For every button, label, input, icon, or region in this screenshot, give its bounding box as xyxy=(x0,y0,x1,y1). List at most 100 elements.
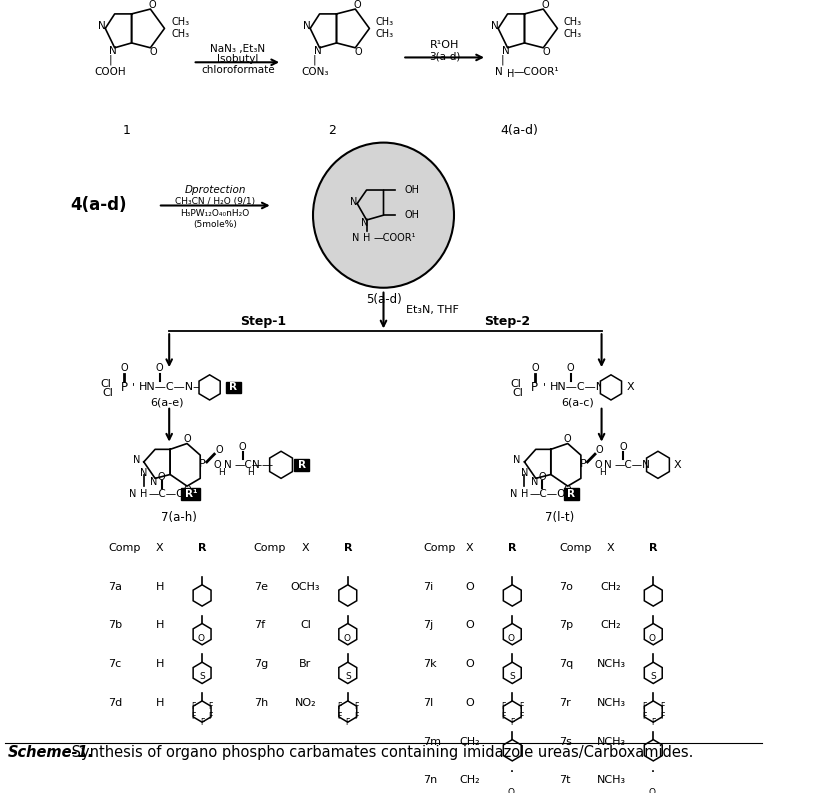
Text: O: O xyxy=(541,0,549,10)
Polygon shape xyxy=(645,740,663,761)
Polygon shape xyxy=(339,584,357,606)
Text: N: N xyxy=(513,455,521,465)
Text: 7p: 7p xyxy=(559,620,574,630)
Text: O: O xyxy=(157,473,166,482)
Text: S: S xyxy=(345,672,351,681)
Text: 7j: 7j xyxy=(423,620,433,630)
Text: 7(l-t): 7(l-t) xyxy=(544,511,574,523)
Text: O: O xyxy=(239,442,246,452)
Text: H: H xyxy=(246,468,254,477)
Text: X: X xyxy=(674,460,681,469)
Text: ': ' xyxy=(543,382,546,393)
Polygon shape xyxy=(339,701,357,722)
Text: H: H xyxy=(156,620,164,630)
Circle shape xyxy=(313,143,454,288)
Text: —COOR¹: —COOR¹ xyxy=(513,67,559,77)
Text: F: F xyxy=(510,718,514,727)
Text: F: F xyxy=(191,702,196,711)
Text: F: F xyxy=(337,702,341,711)
Text: O: O xyxy=(184,434,191,444)
Text: —C—N: —C—N xyxy=(614,460,650,469)
Text: |: | xyxy=(313,54,317,65)
Text: CH₃: CH₃ xyxy=(171,17,189,27)
FancyBboxPatch shape xyxy=(564,488,579,500)
Text: X: X xyxy=(156,543,163,553)
Text: O: O xyxy=(649,634,656,642)
Polygon shape xyxy=(646,451,669,478)
Polygon shape xyxy=(193,701,211,722)
Text: P: P xyxy=(199,459,206,469)
Text: NCH₃: NCH₃ xyxy=(596,776,626,785)
Text: —COOR¹: —COOR¹ xyxy=(373,233,415,243)
Text: N: N xyxy=(129,488,136,499)
Text: N: N xyxy=(510,488,517,499)
Text: 7t: 7t xyxy=(559,776,570,785)
Text: N: N xyxy=(521,468,528,477)
Text: 4(a-d): 4(a-d) xyxy=(501,124,539,136)
Text: 6(a-c): 6(a-c) xyxy=(561,398,594,408)
Text: R: R xyxy=(508,543,517,553)
Text: F: F xyxy=(354,702,359,711)
Text: H: H xyxy=(156,698,164,708)
Polygon shape xyxy=(503,740,521,761)
Text: 7r: 7r xyxy=(559,698,571,708)
Text: Comp: Comp xyxy=(423,543,455,553)
Text: 7g: 7g xyxy=(254,659,268,669)
Text: N: N xyxy=(314,46,322,56)
Text: O: O xyxy=(594,460,601,469)
Text: 2: 2 xyxy=(328,124,335,136)
Text: COOH: COOH xyxy=(94,67,126,77)
Text: H: H xyxy=(363,233,370,243)
Text: N: N xyxy=(490,21,499,32)
Text: F: F xyxy=(209,702,213,711)
Text: F: F xyxy=(354,712,359,722)
Text: X: X xyxy=(466,543,474,553)
Text: 6(a-e): 6(a-e) xyxy=(151,398,184,408)
Text: —C—O—: —C—O— xyxy=(149,488,195,499)
Text: F: F xyxy=(337,712,341,722)
Text: R: R xyxy=(649,543,658,553)
Text: O: O xyxy=(539,473,546,482)
Text: O: O xyxy=(156,363,163,373)
Text: N: N xyxy=(495,67,503,77)
Text: O: O xyxy=(149,47,157,56)
Text: S: S xyxy=(199,672,205,681)
Text: X: X xyxy=(302,543,309,553)
Text: CON₃: CON₃ xyxy=(301,67,329,77)
Text: 7i: 7i xyxy=(423,582,433,592)
Text: Dprotection: Dprotection xyxy=(184,185,246,195)
Text: 3(a-d): 3(a-d) xyxy=(429,52,460,62)
Text: O: O xyxy=(120,363,128,373)
Text: —: — xyxy=(261,460,273,469)
Text: O: O xyxy=(149,0,156,10)
Text: chloroformate: chloroformate xyxy=(201,65,275,75)
Polygon shape xyxy=(193,623,211,645)
Text: Br: Br xyxy=(299,659,312,669)
Text: F: F xyxy=(519,712,523,722)
Text: OH: OH xyxy=(404,210,419,220)
Polygon shape xyxy=(645,662,663,684)
Text: 7q: 7q xyxy=(559,659,574,669)
Polygon shape xyxy=(199,375,220,400)
Text: F: F xyxy=(660,712,664,722)
Text: CH₂: CH₂ xyxy=(459,737,481,746)
Text: OCH₃: OCH₃ xyxy=(290,582,320,592)
Text: O: O xyxy=(508,634,515,642)
Text: 1: 1 xyxy=(123,124,131,136)
Text: Comp: Comp xyxy=(254,543,286,553)
Text: R: R xyxy=(229,382,237,393)
Text: H: H xyxy=(140,488,148,499)
Text: R: R xyxy=(197,543,206,553)
Text: Isobutyl: Isobutyl xyxy=(217,55,259,64)
Text: 7b: 7b xyxy=(108,620,122,630)
Text: O: O xyxy=(466,698,474,708)
Text: O: O xyxy=(564,485,571,495)
Text: O: O xyxy=(564,434,571,444)
Polygon shape xyxy=(193,662,211,684)
Text: Step-2: Step-2 xyxy=(485,315,530,328)
Text: ': ' xyxy=(132,382,135,393)
Polygon shape xyxy=(645,584,663,606)
Polygon shape xyxy=(645,701,663,722)
Text: H: H xyxy=(156,659,164,669)
Polygon shape xyxy=(339,662,357,684)
